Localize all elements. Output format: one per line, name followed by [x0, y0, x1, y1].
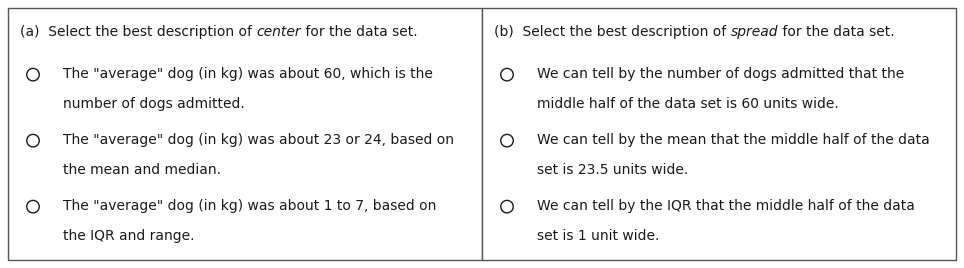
Bar [482, 8, 956, 260]
Text: We can tell by the number of dogs admitted that the: We can tell by the number of dogs admitt… [537, 67, 904, 81]
Text: (a)  Select the best description of: (a) Select the best description of [20, 25, 256, 39]
Text: We can tell by the mean that the middle half of the data: We can tell by the mean that the middle … [537, 133, 929, 147]
Text: We can tell by the IQR that the middle half of the data: We can tell by the IQR that the middle h… [537, 199, 915, 213]
Text: (b)  Select the best description of: (b) Select the best description of [494, 25, 731, 39]
Text: number of dogs admitted.: number of dogs admitted. [63, 97, 245, 111]
Text: for the data set.: for the data set. [301, 25, 417, 39]
Text: set is 1 unit wide.: set is 1 unit wide. [537, 229, 659, 243]
Text: set is 23.5 units wide.: set is 23.5 units wide. [537, 163, 688, 177]
Text: spread: spread [731, 25, 778, 39]
Text: The "average" dog (in kg) was about 60, which is the: The "average" dog (in kg) was about 60, … [63, 67, 433, 81]
Text: the mean and median.: the mean and median. [63, 163, 221, 177]
Text: middle half of the data set is 60 units wide.: middle half of the data set is 60 units … [537, 97, 839, 111]
Text: the IQR and range.: the IQR and range. [63, 229, 195, 243]
Bar [8, 8, 482, 260]
Text: The "average" dog (in kg) was about 23 or 24, based on: The "average" dog (in kg) was about 23 o… [63, 133, 454, 147]
Text: The "average" dog (in kg) was about 1 to 7, based on: The "average" dog (in kg) was about 1 to… [63, 199, 437, 213]
Text: center: center [256, 25, 301, 39]
Text: for the data set.: for the data set. [778, 25, 895, 39]
